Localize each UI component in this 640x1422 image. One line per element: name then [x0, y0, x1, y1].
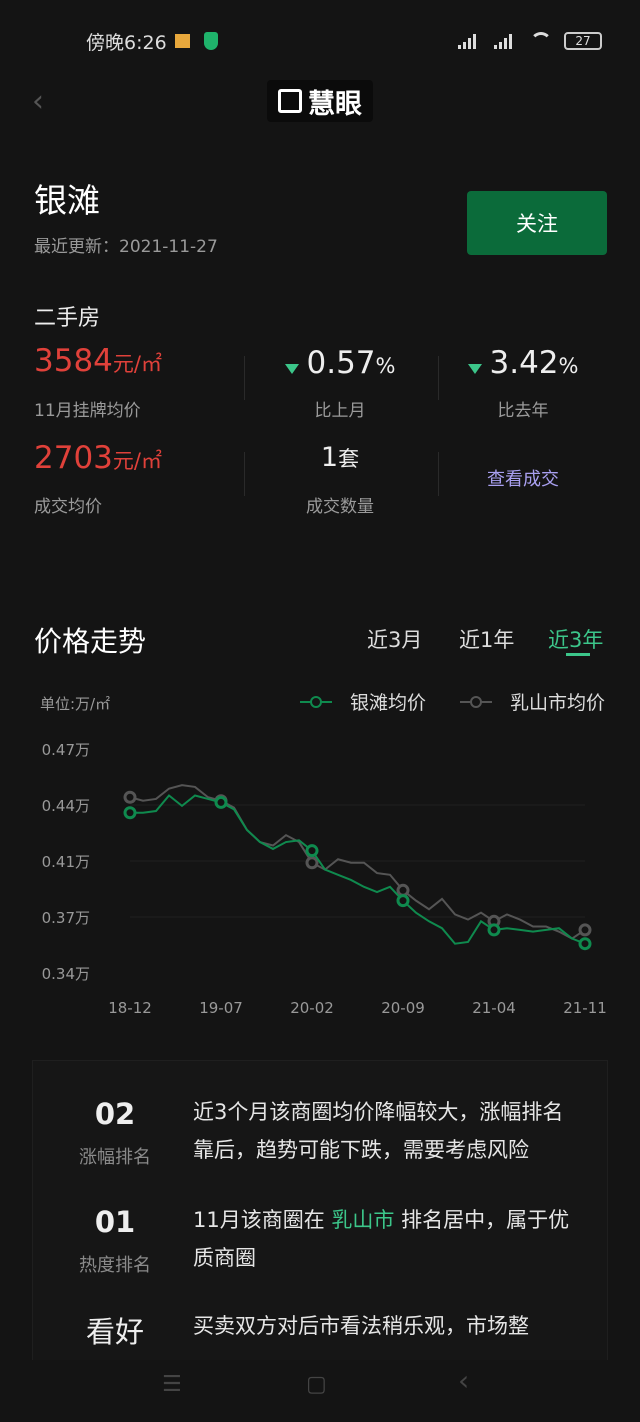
- divider: [438, 356, 439, 400]
- tab-1-year[interactable]: 近1年: [459, 628, 515, 652]
- signal-icon-2: [494, 33, 512, 49]
- yoy-change: 3.42%: [440, 345, 606, 381]
- yoy-label: 比去年: [497, 401, 549, 421]
- data-point: [214, 795, 228, 809]
- data-point: [396, 894, 410, 908]
- insight-text: 11月该商圈在 乳山市 排名居中，属于优质商圈: [193, 1201, 583, 1277]
- legend-marker: [310, 696, 322, 708]
- wifi-icon: [530, 32, 552, 54]
- insight-text: 近3个月该商圈均价降幅较大，涨幅排名靠后，趋势可能下跌，需要考虑风险: [193, 1100, 564, 1162]
- x-tick-label: 21-11: [563, 999, 607, 1017]
- shield-icon: [204, 32, 218, 50]
- chart-unit-label: 单位:万/㎡: [40, 695, 111, 713]
- mom-value: 0.57: [306, 345, 376, 381]
- eye-logo-icon: [278, 89, 302, 113]
- active-tab-indicator: [566, 653, 590, 656]
- home-nav-button[interactable]: ▢: [306, 1372, 327, 1397]
- rank-value: 02: [94, 1097, 136, 1131]
- series-line-0: [130, 794, 586, 945]
- mom-change: 0.57%: [250, 345, 430, 381]
- x-tick-label: 18-12: [108, 999, 152, 1017]
- divider: [438, 452, 439, 496]
- deal-count-label: 成交数量: [306, 497, 374, 517]
- unit: %: [558, 354, 579, 378]
- tab-3-years[interactable]: 近3年: [548, 628, 604, 652]
- series-line-1: [129, 784, 586, 940]
- yoy-value: 3.42: [489, 345, 559, 381]
- status-time: 傍晚6:26: [86, 32, 167, 54]
- rank-label: 热度排名: [79, 1255, 151, 1276]
- data-point: [578, 937, 592, 951]
- unit: 元/㎡: [112, 449, 162, 473]
- divider: [244, 356, 245, 400]
- data-point: [487, 923, 501, 937]
- y-tick-label: 0.41万: [42, 853, 90, 871]
- message-icon: [175, 34, 190, 48]
- divider: [244, 452, 245, 496]
- y-tick-label: 0.44万: [42, 797, 90, 815]
- y-tick-label: 0.34万: [42, 965, 90, 983]
- x-tick-label: 19-07: [199, 999, 243, 1017]
- legend-marker: [470, 696, 482, 708]
- data-point: [123, 806, 137, 820]
- rank-label: 涨幅排名: [79, 1147, 151, 1168]
- outlook-value: 看好: [85, 1315, 144, 1349]
- text: 11月该商圈在: [193, 1208, 332, 1232]
- data-point: [396, 883, 410, 897]
- deal-price-value: 2703: [34, 440, 113, 476]
- data-point: [123, 790, 137, 804]
- rank-value: 01: [94, 1205, 136, 1239]
- legend-label: 银滩均价: [350, 692, 426, 714]
- legend-label: 乳山市均价: [510, 692, 605, 714]
- mom-label: 比上月: [314, 401, 366, 421]
- x-tick-label: 20-09: [381, 999, 425, 1017]
- insight-text: 买卖双方对后市看法稍乐观，市场整: [193, 1314, 529, 1338]
- deal-count: 1套: [250, 442, 430, 473]
- unit: 套: [338, 447, 360, 471]
- down-triangle-icon: [284, 363, 299, 374]
- battery-icon: 27: [564, 32, 602, 50]
- view-deals-link[interactable]: 查看成交: [487, 469, 559, 490]
- data-point: [305, 844, 319, 858]
- listing-price: 3584元/㎡: [34, 343, 162, 379]
- listing-label: 11月挂牌均价: [34, 401, 141, 421]
- data-point: [578, 923, 592, 937]
- back-button[interactable]: ‹: [32, 84, 44, 119]
- down-triangle-icon: [467, 363, 482, 374]
- deal-label: 成交均价: [34, 497, 102, 517]
- signal-icon-1: [458, 33, 476, 49]
- data-point: [305, 856, 319, 870]
- tab-3-months[interactable]: 近3月: [367, 628, 423, 652]
- section-title: 二手房: [34, 306, 101, 331]
- price-trend-chart: 0.47万 0.44万 0.41万 0.37万 0.34万 18-12 19-07 20-02…: [42, 692, 607, 1017]
- unit: %: [375, 354, 396, 378]
- area-title: 银滩: [34, 181, 100, 220]
- insights-card: 02 涨幅排名 近3个月该商圈均价降幅较大，涨幅排名靠后，趋势可能下跌，需要考虑…: [32, 1060, 608, 1360]
- x-tick-label: 20-02: [290, 999, 334, 1017]
- city-link[interactable]: 乳山市: [331, 1208, 395, 1232]
- text: 排名居中，属于优质商圈: [193, 1208, 570, 1270]
- logo-text: 慧眼: [308, 88, 362, 120]
- listing-price-value: 3584: [34, 343, 113, 379]
- unit: 元/㎡: [112, 352, 162, 376]
- x-tick-label: 21-04: [472, 999, 516, 1017]
- app-logo: 慧眼: [267, 80, 373, 122]
- y-tick-label: 0.47万: [42, 741, 90, 759]
- trend-title: 价格走势: [34, 625, 147, 658]
- deal-price: 2703元/㎡: [34, 440, 162, 476]
- back-nav-button[interactable]: ‹: [458, 1364, 470, 1397]
- menu-nav-button[interactable]: ☰: [162, 1372, 182, 1397]
- updated-date: 最近更新：2021-11-27: [34, 237, 218, 257]
- follow-button[interactable]: 关注: [467, 191, 607, 255]
- deal-count-value: 1: [320, 442, 339, 473]
- y-tick-label: 0.37万: [42, 909, 90, 927]
